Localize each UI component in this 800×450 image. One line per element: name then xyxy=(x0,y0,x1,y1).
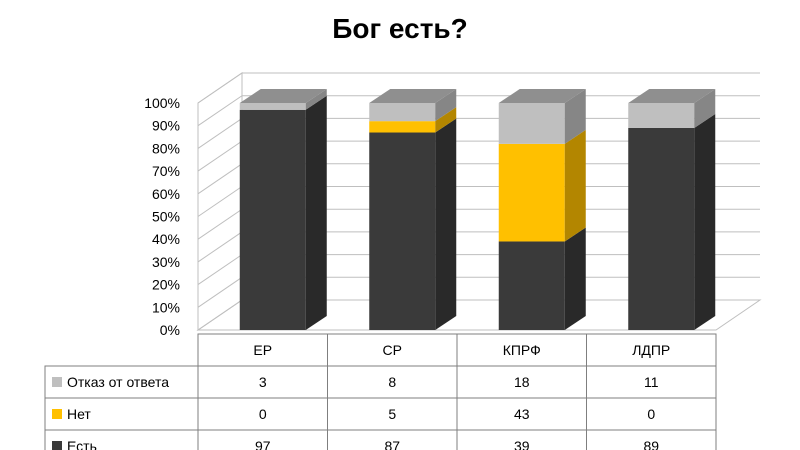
data-label: 11 xyxy=(644,374,659,390)
y-tick-label: 40% xyxy=(152,231,180,247)
bar-front xyxy=(498,143,565,242)
bar-top xyxy=(628,89,716,103)
y-tick-label: 10% xyxy=(152,299,180,315)
data-label: 0 xyxy=(647,406,655,422)
legend-swatch xyxy=(52,409,62,419)
y-tick-label: 70% xyxy=(152,163,180,179)
x-category-label: ЕР xyxy=(253,342,272,358)
bar-segment xyxy=(498,129,586,242)
bar-side xyxy=(694,113,716,330)
legend-label: Нет xyxy=(67,406,91,422)
data-label: 89 xyxy=(643,438,659,450)
legend-label: Есть xyxy=(67,438,97,450)
bar-side xyxy=(435,107,457,133)
bar-segment xyxy=(628,89,716,128)
bar-top xyxy=(239,89,327,103)
bar-segment xyxy=(369,89,457,122)
bar-front xyxy=(369,121,436,133)
data-label: 87 xyxy=(384,438,400,450)
bar-segment xyxy=(239,95,327,330)
bar-segment xyxy=(498,227,586,330)
bar-side xyxy=(694,89,716,128)
bar-side xyxy=(564,89,586,144)
bar-segment xyxy=(498,89,586,144)
bar-side xyxy=(305,95,327,330)
y-tick-label: 90% xyxy=(152,118,180,134)
y-tick-label: 50% xyxy=(152,209,180,225)
bar-segment xyxy=(369,107,457,133)
bar-top xyxy=(498,89,586,103)
bar-top xyxy=(369,89,457,103)
data-label: 39 xyxy=(514,438,530,450)
bar-front xyxy=(498,241,565,330)
data-label: 5 xyxy=(388,406,396,422)
data-label: 18 xyxy=(514,374,530,390)
data-label: 97 xyxy=(255,438,271,450)
data-label: 0 xyxy=(259,406,267,422)
bar-side xyxy=(564,129,586,242)
legend-swatch xyxy=(52,377,62,387)
gridline xyxy=(197,72,760,104)
legend-label: Отказ от ответа xyxy=(67,374,169,390)
bar-segment xyxy=(369,118,457,330)
bar-side xyxy=(435,118,457,330)
bar-front xyxy=(239,103,306,110)
bar-front xyxy=(498,103,565,144)
y-tick-label: 0% xyxy=(160,322,180,338)
legend-swatch xyxy=(52,441,62,450)
x-category-label: СР xyxy=(383,342,402,358)
y-tick-label: 20% xyxy=(152,277,180,293)
bar-front xyxy=(239,109,306,330)
bar-side xyxy=(564,227,586,330)
bar-front xyxy=(628,103,695,128)
bar-front xyxy=(369,103,436,122)
data-label: 8 xyxy=(388,374,396,390)
y-tick-label: 60% xyxy=(152,186,180,202)
y-tick-label: 30% xyxy=(152,254,180,270)
gridline xyxy=(197,95,760,127)
x-category-label: КПРФ xyxy=(503,342,541,358)
bar-front xyxy=(369,132,436,330)
bar-segment xyxy=(239,89,327,110)
bar-front xyxy=(628,127,695,330)
y-tick-label: 100% xyxy=(144,95,180,111)
bar-segment xyxy=(628,113,716,330)
bar-side xyxy=(435,89,457,122)
data-label: 3 xyxy=(259,374,267,390)
x-category-label: ЛДПР xyxy=(632,342,670,358)
bar-side xyxy=(305,89,327,110)
chart-title: Бог есть? xyxy=(332,13,467,44)
y-tick-label: 80% xyxy=(152,140,180,156)
data-label: 43 xyxy=(514,406,530,422)
